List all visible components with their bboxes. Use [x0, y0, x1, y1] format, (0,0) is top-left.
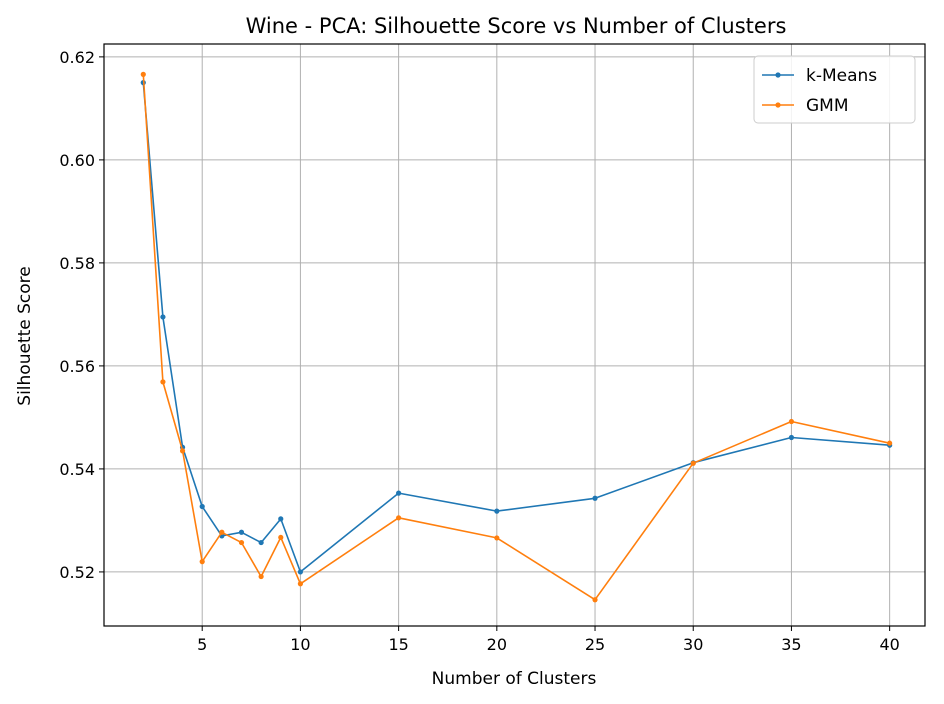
series-gmm [140, 71, 893, 603]
y-tick-label: 0.62 [59, 48, 95, 67]
data-point [788, 418, 795, 425]
y-tick-label: 0.58 [59, 254, 95, 273]
y-tick-label: 0.56 [59, 357, 95, 376]
x-tick-label: 40 [879, 635, 899, 654]
data-point [690, 460, 696, 466]
legend-swatch-marker [775, 102, 781, 108]
legend-swatch-marker [775, 72, 781, 78]
data-point [494, 508, 500, 514]
plot-series [140, 71, 893, 603]
series-k-means [140, 80, 893, 575]
data-point [179, 448, 186, 454]
legend-item: GMM [762, 96, 849, 116]
legend-label: k-Means [806, 66, 877, 86]
data-point [278, 516, 284, 522]
x-axis-label: Number of Clusters [432, 669, 597, 689]
y-axis-label: Silhouette Score [15, 266, 35, 405]
x-tick-label: 25 [585, 635, 605, 654]
data-point [140, 71, 146, 77]
data-point [887, 440, 893, 446]
data-point [592, 597, 598, 603]
data-point [592, 495, 598, 501]
data-point [297, 581, 304, 587]
data-point [199, 503, 205, 510]
plot-frame [103, 43, 926, 627]
grid [104, 44, 925, 626]
data-point [238, 539, 245, 546]
data-point [494, 535, 500, 541]
y-tick-label: 0.54 [59, 460, 95, 479]
x-tick-label: 20 [487, 635, 507, 654]
x-tick-label: 5 [197, 635, 207, 654]
chart-title: Wine - PCA: Silhouette Score vs Number o… [246, 14, 787, 38]
y-tick-label: 0.60 [59, 151, 95, 170]
data-point [160, 379, 166, 385]
x-tick-label: 35 [781, 635, 801, 654]
data-point [160, 314, 166, 320]
data-point [238, 529, 245, 535]
data-point [396, 515, 402, 521]
data-point [258, 539, 264, 546]
data-point [278, 534, 284, 541]
data-point [199, 559, 205, 565]
data-point [297, 569, 304, 575]
data-point [396, 490, 402, 496]
data-point [258, 573, 264, 580]
legend: k-Means GMM [753, 55, 916, 124]
series-line [142, 82, 890, 573]
y-tick-label: 0.52 [59, 563, 95, 582]
data-point [219, 529, 225, 535]
x-tick-label: 10 [290, 635, 310, 654]
x-tick-label: 30 [683, 635, 703, 654]
data-point [788, 434, 795, 441]
series-line [142, 74, 890, 601]
legend-box [753, 55, 916, 124]
legend-item: k-Means [762, 66, 877, 86]
legend-label: GMM [806, 96, 849, 116]
x-tick-label: 15 [388, 635, 408, 654]
axis-ticks: 5 10 15 20 25 30 35 40 0.52 0.54 0.56 0.58 0.60 0.62 [59, 48, 899, 654]
